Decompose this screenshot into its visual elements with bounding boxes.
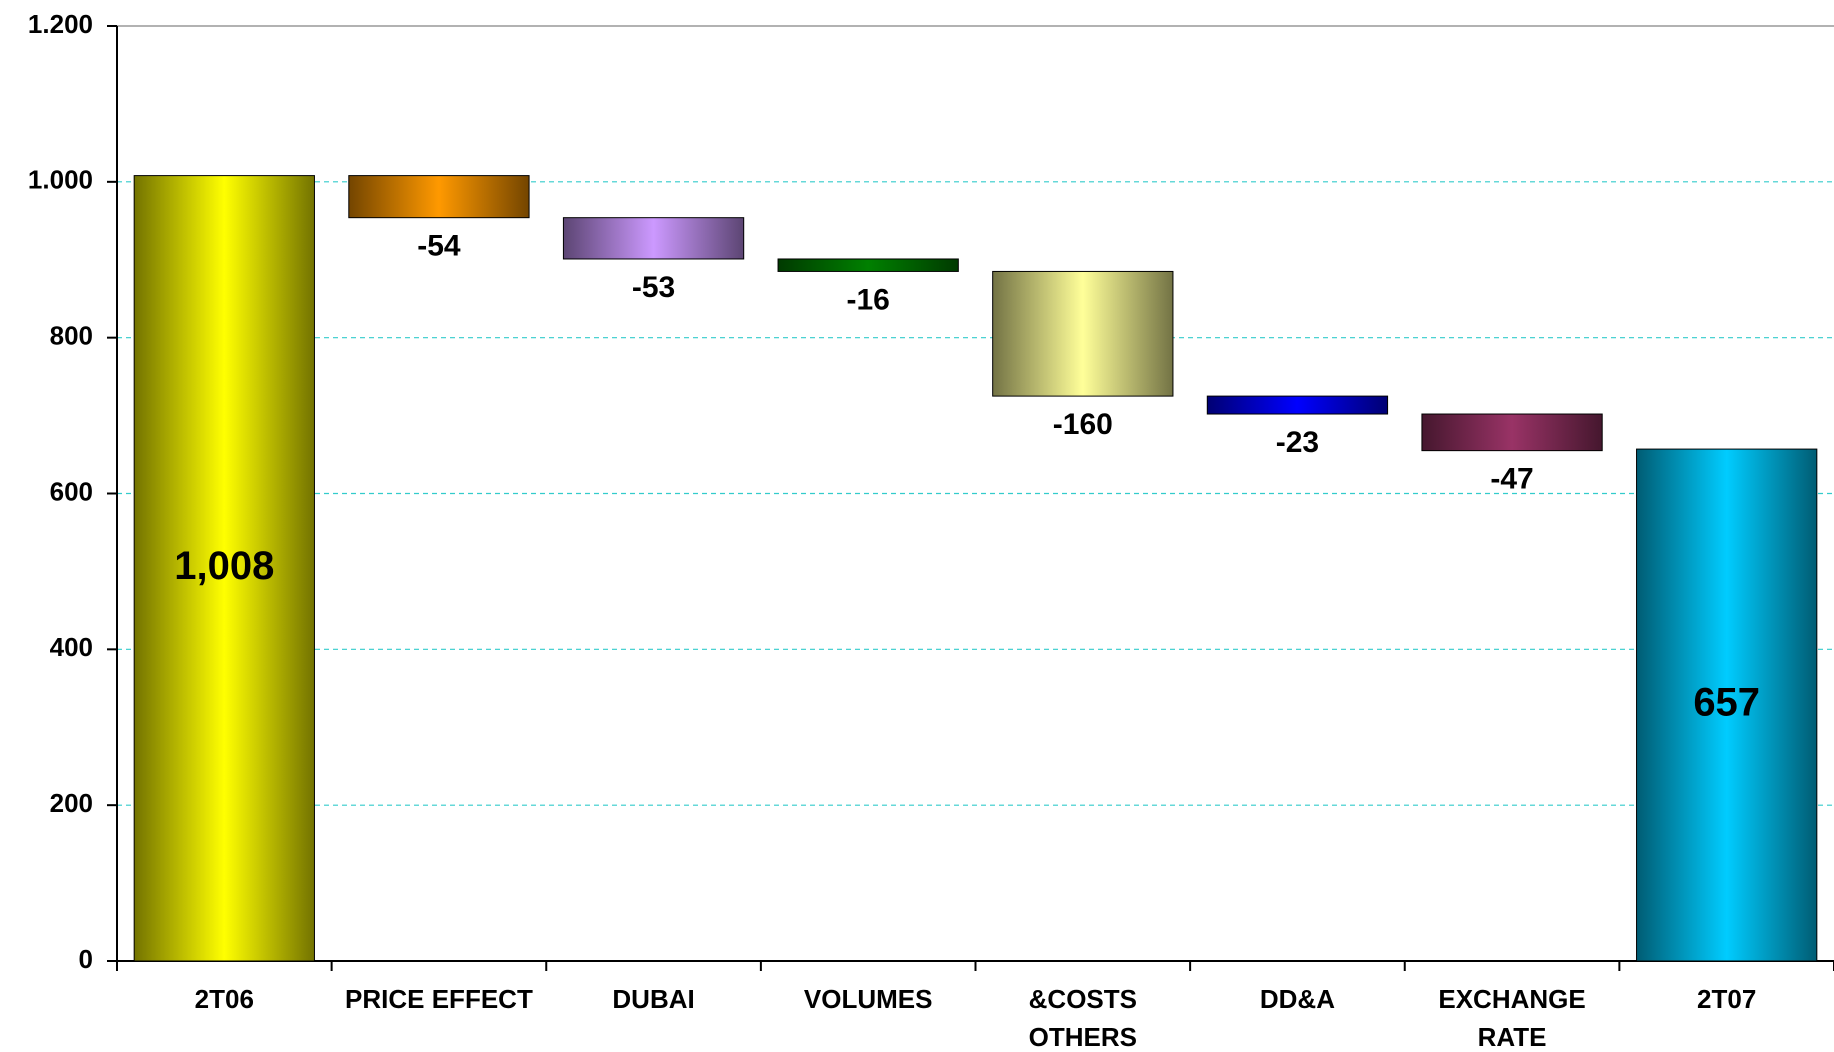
- value-label: -47: [1490, 463, 1533, 496]
- total-label: 1,008: [174, 544, 274, 588]
- value-label: -23: [1276, 426, 1319, 459]
- x-tick-label: VOLUMES: [804, 984, 933, 1014]
- x-tick-label: DD&A: [1260, 984, 1335, 1014]
- bar: [1206, 395, 1389, 415]
- total-label: 657: [1693, 681, 1760, 725]
- bar: [133, 175, 315, 962]
- value-label: -160: [1053, 408, 1113, 441]
- x-tick-label: &COSTS OTHERS: [1029, 984, 1137, 1052]
- x-tick-label: PRICE EFFECT: [345, 984, 533, 1014]
- value-label: -53: [632, 271, 675, 304]
- y-tick-label: 200: [50, 788, 93, 818]
- bar: [992, 270, 1174, 397]
- y-tick-label: 0: [79, 944, 93, 974]
- x-tick-label: EXCHANGE RATE: [1438, 984, 1585, 1052]
- bar: [1421, 413, 1603, 452]
- y-tick-label: 1.200: [28, 9, 93, 39]
- bar: [348, 175, 530, 219]
- y-tick-label: 600: [50, 476, 93, 506]
- bar: [562, 217, 745, 260]
- bar: [1636, 448, 1818, 962]
- x-tick-label: DUBAI: [612, 984, 694, 1014]
- value-label: -54: [417, 230, 461, 263]
- bar: [777, 258, 959, 272]
- y-tick-label: 800: [50, 321, 93, 351]
- y-tick-label: 400: [50, 632, 93, 662]
- value-label: -16: [847, 283, 890, 316]
- x-tick-label: 2T07: [1697, 984, 1756, 1014]
- y-tick-label: 1.000: [28, 165, 93, 195]
- x-tick-label: 2T06: [195, 984, 254, 1014]
